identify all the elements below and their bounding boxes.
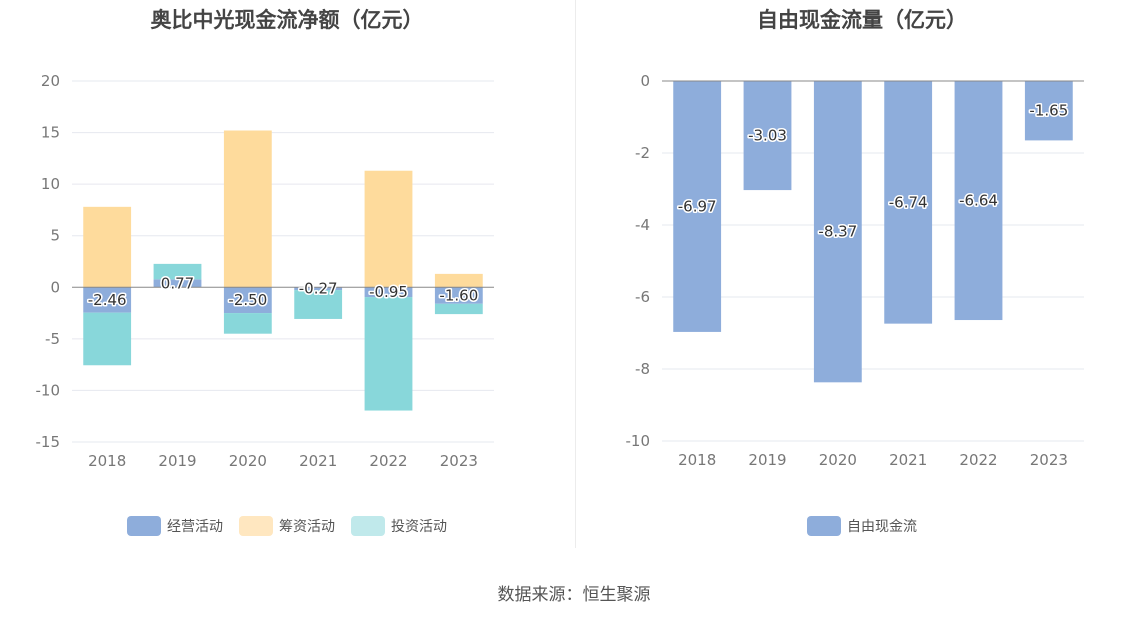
bar-2022-s2 [364, 297, 413, 411]
cash-flow-net-chart-panel: 奥比中光现金流净额（亿元） 20 15 10 5 0 -5 -10 -15 -2.46 0.77 -… [0, 0, 574, 560]
bar-2020-s0 [223, 287, 272, 314]
legend-label: 经营活动 [167, 519, 223, 535]
x-tick-label: 2018 [678, 451, 716, 469]
legend-item-free-cash-flow[interactable]: 自由现金流 [807, 516, 917, 536]
bar-2020-s2 [223, 313, 272, 334]
y-tick-label: 0 [50, 278, 60, 296]
legend-item-investing[interactable]: 投资活动 [351, 516, 447, 536]
free-cash-flow-chart: 0 -2 -4 -6 -8 -10 -6.97 -3.03 -8.37 -6.74 -6.64 -1.… [626, 72, 1084, 469]
cash-flow-net-chart: 20 15 10 5 0 -5 -10 -15 -2.46 0.77 -2.50 -0.27 -0.95… [36, 72, 494, 470]
y-tick-label: -15 [36, 433, 61, 451]
chart-title: 奥比中光现金流净额（亿元） [150, 8, 424, 32]
data-label: -1.60 [439, 287, 478, 305]
x-tick-label: 2018 [88, 452, 126, 470]
y-tick-label: 5 [50, 227, 60, 245]
bar-2023-s0 [434, 287, 483, 304]
bar-2019-s2 [153, 263, 202, 280]
data-label: -1.65 [1029, 102, 1068, 120]
bar-2021-s0 [884, 81, 933, 324]
legend-label: 自由现金流 [847, 519, 917, 535]
legend: 自由现金流 [576, 516, 1148, 536]
y-tick-label: -6 [635, 288, 650, 306]
data-label: -6.97 [678, 197, 717, 215]
data-label: -6.64 [959, 192, 998, 210]
data-label: -6.74 [889, 193, 928, 211]
y-tick-label: -10 [626, 432, 651, 450]
bar-2018-s0 [673, 81, 722, 332]
chart-title: 自由现金流量（亿元） [757, 8, 967, 32]
bar-2023-s0 [1024, 81, 1073, 141]
bar-2023-s1 [434, 273, 483, 288]
bar-2019-s0 [743, 81, 792, 191]
data-label: -3.03 [748, 127, 787, 145]
y-tick-label: 20 [41, 72, 60, 90]
data-label: -0.95 [369, 283, 408, 301]
bar-2018-s1 [83, 206, 132, 288]
bar-2021-s0 [294, 287, 343, 291]
bar-2023-s2 [434, 303, 483, 315]
x-tick-label: 2023 [440, 452, 478, 470]
data-label: -0.27 [299, 280, 338, 298]
data-label: -2.50 [228, 291, 267, 309]
bar-2018-s0 [83, 287, 132, 313]
data-label: -8.37 [818, 223, 857, 241]
bar-2022-s0 [364, 287, 413, 298]
data-label: -2.46 [88, 291, 127, 309]
legend-swatch [807, 516, 841, 536]
y-tick-label: -5 [45, 330, 60, 348]
data-source: 数据来源：恒生聚源 [497, 585, 651, 605]
legend-item-operating[interactable]: 经营活动 [127, 516, 223, 536]
bar-2019-s0 [153, 279, 202, 288]
panel-divider [575, 0, 576, 548]
x-tick-label: 2023 [1030, 451, 1068, 469]
bar-2022-s0 [954, 81, 1003, 321]
x-tick-label: 2020 [229, 452, 267, 470]
x-tick-label: 2019 [158, 452, 196, 470]
y-tick-label: -10 [36, 381, 61, 399]
legend-item-financing[interactable]: 筹资活动 [239, 516, 335, 536]
y-tick-label: 15 [41, 124, 60, 142]
bar-2018-s2 [83, 312, 132, 366]
x-tick-label: 2020 [819, 451, 857, 469]
y-tick-label: -4 [635, 216, 650, 234]
bar-2020-s1 [223, 130, 272, 288]
bar-2022-s1 [364, 170, 413, 288]
x-tick-label: 2021 [299, 452, 337, 470]
x-tick-label: 2021 [889, 451, 927, 469]
legend-label: 投资活动 [391, 519, 447, 535]
x-tick-label: 2022 [959, 451, 997, 469]
legend: 经营活动 筹资活动 投资活动 [0, 516, 574, 536]
free-cash-flow-chart-panel: 自由现金流量（亿元） 0 -2 -4 -6 -8 -10 -6.97 -3.03 -8.37 -6… [576, 0, 1148, 560]
legend-swatch [239, 516, 273, 536]
legend-label: 筹资活动 [279, 519, 335, 535]
legend-swatch [351, 516, 385, 536]
y-tick-label: -8 [635, 360, 650, 378]
x-tick-label: 2019 [748, 451, 786, 469]
y-tick-label: -2 [635, 144, 650, 162]
bar-2021-s2 [294, 290, 343, 319]
y-tick-label: 0 [640, 72, 650, 90]
y-tick-label: 10 [41, 175, 60, 193]
data-label: 0.77 [161, 274, 194, 292]
legend-swatch [127, 516, 161, 536]
bar-2020-s0 [813, 81, 862, 383]
x-tick-label: 2022 [369, 452, 407, 470]
